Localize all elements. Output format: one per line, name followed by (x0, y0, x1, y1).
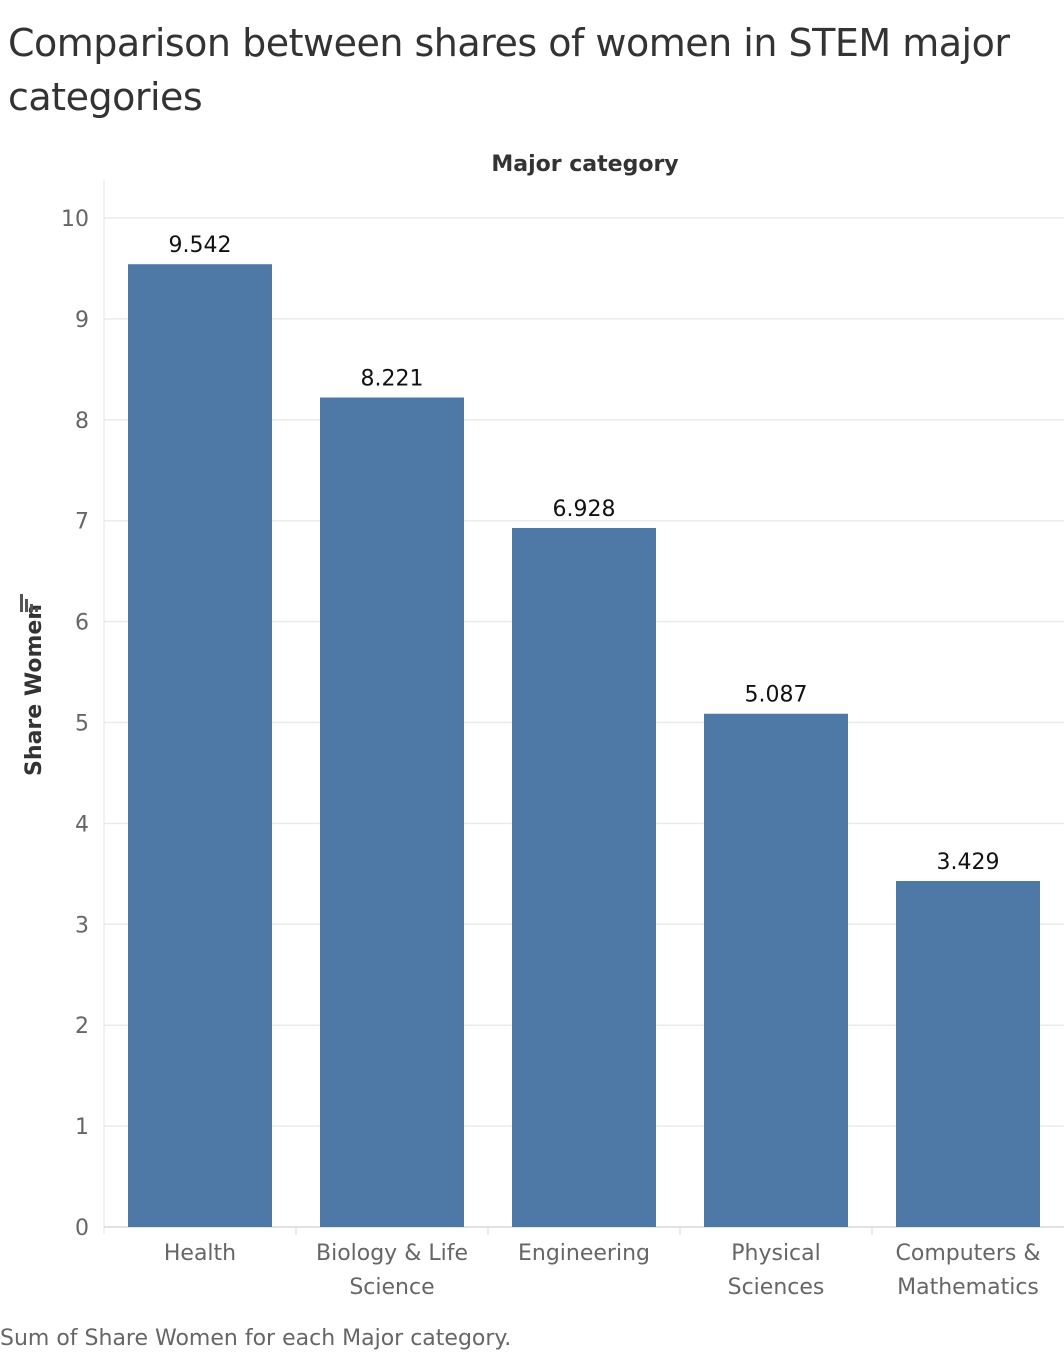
bar-4 (896, 881, 1040, 1227)
y-tick-label: 1 (75, 1115, 89, 1140)
bar-3 (704, 713, 848, 1227)
x-axis-title: Major category (491, 152, 678, 177)
data-label: 3.429 (937, 850, 1000, 875)
y-tick-label: 4 (75, 812, 89, 837)
y-tick-label: 2 (75, 1014, 89, 1039)
chart-title: Comparison between shares of women in ST… (8, 21, 1010, 119)
data-label: 8.221 (361, 367, 424, 392)
x-tick-label: Engineering (518, 1241, 650, 1266)
x-tick-label: Computers & (896, 1241, 1041, 1266)
y-tick-label: 10 (61, 207, 89, 232)
data-label: 6.928 (553, 497, 616, 522)
y-tick-label: 6 (75, 611, 89, 636)
chart-caption: Sum of Share Women for each Major catego… (0, 1326, 512, 1351)
bar-0 (128, 264, 272, 1228)
y-tick-label: 3 (75, 913, 89, 938)
x-tick-label: Physical (731, 1241, 821, 1266)
y-tick-label: 8 (75, 409, 89, 434)
y-tick-label: 5 (75, 712, 89, 737)
x-tick-label: Science (349, 1275, 434, 1300)
x-tick-label: Mathematics (897, 1275, 1039, 1300)
y-tick-label: 7 (75, 510, 89, 535)
y-tick-label: 9 (75, 308, 89, 333)
y-tick-label: 0 (75, 1216, 89, 1241)
data-label: 5.087 (745, 683, 808, 708)
x-tick-label: Sciences (728, 1275, 825, 1300)
x-tick-label: Biology & Life (316, 1241, 468, 1266)
sort-icon[interactable] (20, 594, 38, 612)
data-label: 9.542 (169, 233, 232, 258)
x-tick-label: Health (164, 1241, 236, 1266)
y-axis-title: Share Women (22, 604, 47, 776)
bar-2 (512, 527, 656, 1227)
bar-1 (320, 397, 464, 1227)
